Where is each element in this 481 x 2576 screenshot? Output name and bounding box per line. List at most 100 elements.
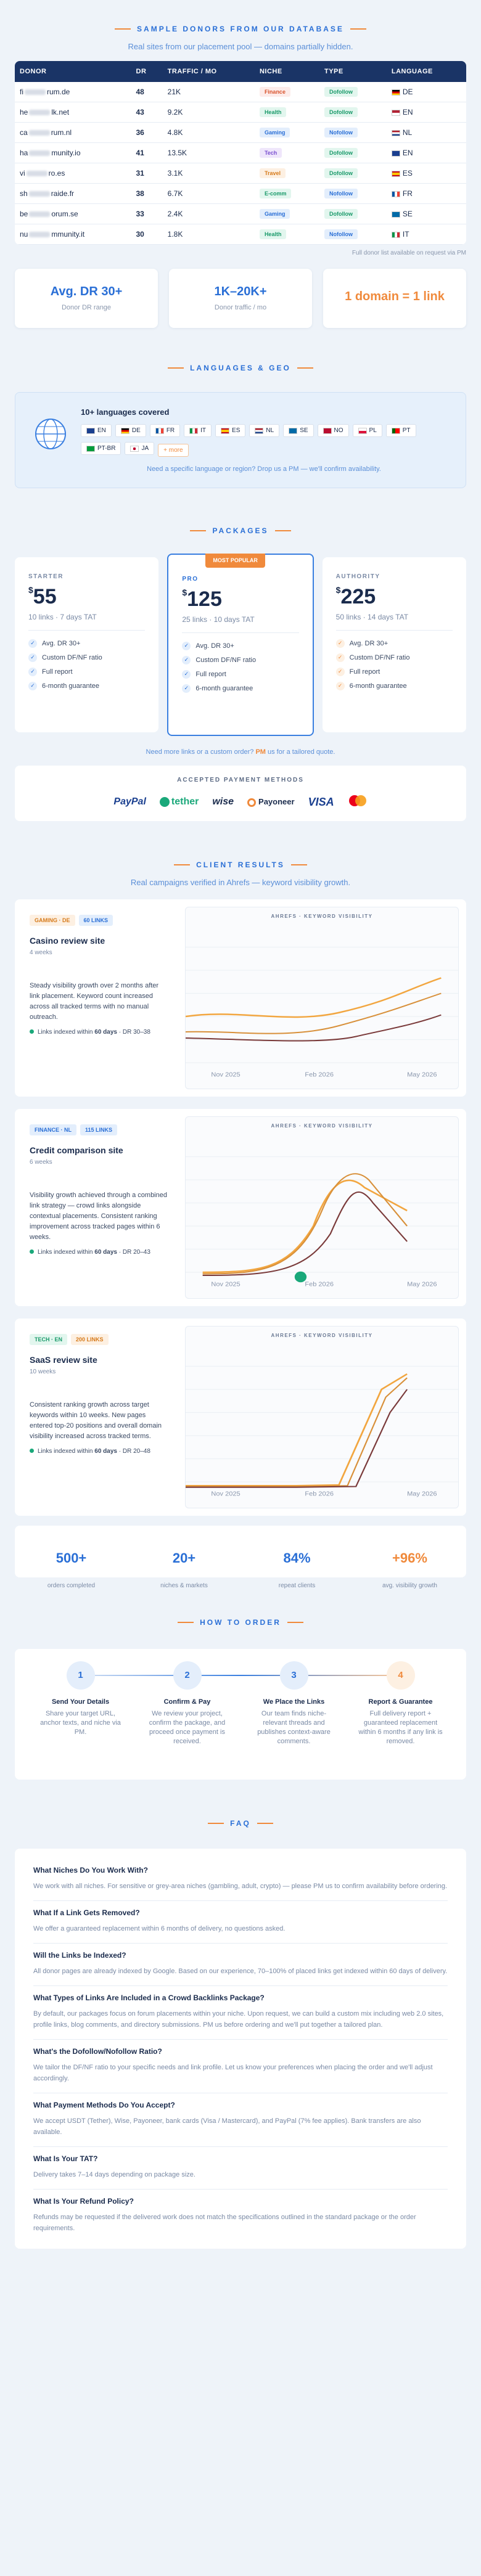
type-badge: Dofollow [324,168,358,178]
check-icon: ✓ [182,669,191,679]
check-icon: ✓ [335,667,345,676]
faq-item[interactable]: What Is Your TAT? Delivery takes 7–14 day… [33,2147,448,2190]
visa-logo: VISA [308,795,334,808]
niche-badge: Gaming [259,209,290,219]
step-desc: Share your target URL, anchor texts, and… [40,1709,121,1736]
svg-text:May 2026: May 2026 [407,1490,437,1497]
check-icon: ✓ [28,667,37,676]
faq-answer: By default, our packages focus on forum … [33,2010,444,2029]
flag-icon [391,150,400,157]
language-chip: PT [385,424,416,437]
donor-language: EN [386,142,466,163]
svg-text:Nov 2025: Nov 2025 [211,1071,240,1077]
order-step: 3 We Place the Links Our team finds niche-… [240,1661,347,1767]
donor-language: IT [386,224,466,245]
donor-language: FR [386,183,466,204]
type-badge: Dofollow [324,87,358,97]
faq-item[interactable]: What Is Your Refund Policy? Refunds may b… [33,2190,448,2243]
donor-dr: 43 [131,102,163,123]
payment-methods: ACCEPTED PAYMENT METHODS PayPal tether w… [15,765,466,821]
faq-item[interactable]: What Payment Methods Do You Accept? We ac… [33,2093,448,2147]
faq-item[interactable]: What If a Link Gets Removed? We offer a g… [33,1901,448,1944]
package-price: $225 [335,584,376,608]
donor-traffic: 13.5K [162,142,255,163]
most-popular-badge: MOST POPULAR [205,553,265,568]
faq-heading: FAQ [0,1819,481,1828]
visibility-chart: AHREFS · KEYWORD VISIBILITY Nov 2025 Feb… [185,906,459,1089]
languages-title: 10+ languages covered [81,407,170,417]
donor-language: ES [386,163,466,184]
languages-heading: LANGUAGES & GEO [0,364,481,372]
flag-icon [391,170,400,177]
status-dot-icon [30,1029,34,1034]
status-dot-icon [30,1448,34,1453]
faq-question[interactable]: What Types of Links Are Included in a Cr… [33,1993,265,2002]
step-title: Send Your Details [51,1698,110,1706]
flag-icon [189,427,199,434]
package-feature: ✓ Avg. DR 30+ [28,639,145,648]
language-chip: SE [283,424,314,437]
faq-item[interactable]: What's the Dofollow/Nofollow Ratio? We ta… [33,2040,448,2093]
type-badge: Dofollow [324,209,358,219]
donor-domain: fi rum.de [15,82,131,102]
package-card[interactable]: STARTER $55 10 links · 7 days TAT ✓ Avg. … [15,557,159,732]
flag-icon [391,190,400,197]
flag-icon [155,427,164,434]
table-row: ca rum.nl 36 4.8K Gaming Nofollow NL [15,122,466,143]
faq-question[interactable]: Will the Links be Indexed? [33,1950,126,1960]
faq-question[interactable]: What Is Your Refund Policy? [33,2196,134,2206]
svg-text:May 2026: May 2026 [407,1280,437,1287]
donor-dr: 30 [131,224,163,245]
case-study-card: GAMING · DE 60 LINKS Casino review site 4… [15,899,466,1097]
svg-text:Nov 2025: Nov 2025 [211,1280,240,1287]
step-desc: Our team finds niche-relevant threads an… [257,1709,331,1745]
donor-domain: he lk.net [15,102,131,123]
step-title: Confirm & Pay [163,1698,211,1706]
col-header: DONOR [15,61,131,82]
package-card[interactable]: AUTHORITY $225 50 links · 14 days TAT ✓ A… [322,557,466,732]
case-study-card: TECH · EN 200 LINKS SaaS review site 10 w… [15,1318,466,1516]
faq-question[interactable]: What Niches Do You Work With? [33,1865,148,1875]
donor-domain: be orum.se [15,203,131,224]
niche-badge: Travel [259,168,286,178]
donor-traffic: 1.8K [162,224,255,245]
faq-item[interactable]: Will the Links be Indexed? All donor page… [33,1944,448,1986]
flag-icon [391,427,400,434]
donor-dr: 31 [131,163,163,184]
packages-note: Need more links or a custom order? PM us… [146,748,335,756]
faq-question[interactable]: What Payment Methods Do You Accept? [33,2100,175,2109]
faq-question[interactable]: What If a Link Gets Removed? [33,1908,140,1917]
faq-answer: We work with all niches. For sensitive o… [33,1882,448,1890]
svg-text:Feb 2026: Feb 2026 [305,1490,334,1497]
visibility-chart: AHREFS · KEYWORD VISIBILITY Nov 2025 Feb… [185,1325,459,1508]
case-links-tag: 60 LINKS [78,914,113,926]
case-duration: 6 weeks [30,1158,52,1166]
svg-text:Feb 2026: Feb 2026 [305,1071,334,1077]
flag-icon [391,211,400,218]
step-title: Report & Guarantee [368,1698,433,1706]
case-tag: FINANCE · NL [30,1124,76,1135]
faq-answer: We offer a guaranteed replacement within… [33,1924,286,1932]
svg-text:Feb 2026: Feb 2026 [305,1280,334,1287]
languages-panel: 10+ languages covered EN DE FR IT ES NL SE NO PL… [15,392,466,488]
donor-stat-card: 1 domain = 1 link [323,269,466,328]
faq-item[interactable]: What Niches Do You Work With? We work wit… [33,1858,448,1901]
pm-link[interactable]: PM [255,748,266,756]
niche-badge: Tech [259,148,282,158]
faq-answer: Delivery takes 7–14 days depending on pa… [33,2170,195,2178]
col-header: NICHE [254,61,319,82]
faq-question[interactable]: What's the Dofollow/Nofollow Ratio? [33,2046,162,2056]
niche-badge: Finance [259,87,290,97]
faq-question[interactable]: What Is Your TAT? [33,2154,98,2163]
faq-item[interactable]: What Types of Links Are Included in a Cr… [33,1986,448,2040]
order-steps: 1 Send Your Details Share your target URL,… [15,1648,466,1780]
donor-stat-card: Avg. DR 30+ Donor DR range [15,269,158,328]
tether-logo: tether [159,796,199,808]
donor-traffic: 4.8K [162,122,255,143]
step-number: 1 [66,1661,95,1690]
language-chip: + more [158,443,189,457]
package-tier: PRO [182,575,199,583]
order-heading: HOW TO ORDER [0,1618,481,1627]
package-price: $55 [28,584,57,608]
package-card[interactable]: MOST POPULAR PRO $125 25 links · 10 days… [167,553,314,736]
